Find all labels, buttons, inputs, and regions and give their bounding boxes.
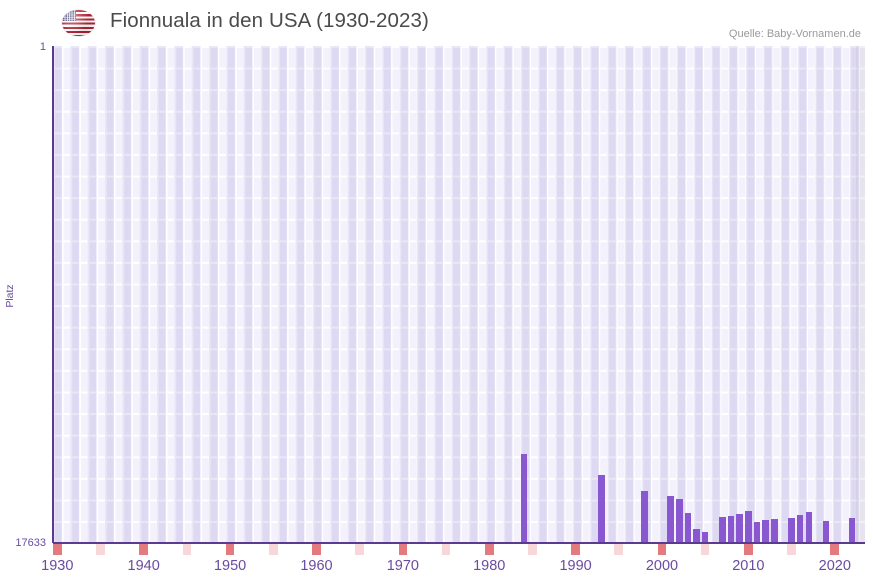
- bar: [598, 475, 605, 543]
- x-axis-tick: [571, 544, 580, 555]
- bar: [667, 496, 674, 543]
- x-axis-tick: [528, 544, 537, 555]
- x-axis-tick: [484, 544, 494, 555]
- x-axis-tick: [441, 544, 451, 555]
- x-axis-label: 1930: [41, 558, 74, 574]
- bar: [641, 491, 648, 543]
- us-flag-icon: [62, 10, 95, 36]
- bar: [727, 516, 735, 543]
- bar: [745, 511, 752, 543]
- x-axis-tick: [700, 544, 710, 555]
- y-axis-bottom-label: 17633: [15, 537, 46, 549]
- x-axis-label: 1940: [127, 558, 160, 574]
- y-axis-top-label: 1: [39, 41, 46, 53]
- x-axis-tick: [614, 544, 624, 555]
- x-axis-label: 1960: [300, 558, 333, 574]
- bar: [771, 519, 778, 543]
- x-axis-tick: [744, 544, 753, 555]
- bar: [762, 520, 769, 543]
- grid-column-bands: [53, 46, 865, 543]
- x-axis-label: 2020: [818, 558, 851, 574]
- x-axis-tick: [830, 544, 840, 555]
- bar: [805, 512, 813, 543]
- x-axis-tick: [355, 544, 364, 555]
- x-axis-label: 1970: [386, 558, 419, 574]
- x-axis-label: 1990: [559, 558, 592, 574]
- x-axis-label: 2000: [645, 558, 679, 574]
- bar: [701, 532, 709, 543]
- x-axis-line: [53, 542, 865, 544]
- page-title: Fionnuala in den USA (1930-2023): [110, 9, 429, 32]
- bar: [675, 499, 683, 543]
- bar: [822, 521, 830, 543]
- x-axis-tick: [96, 544, 105, 555]
- x-axis-tick: [312, 544, 321, 555]
- x-axis-tick: [182, 544, 192, 555]
- source-attribution: Quelle: Baby-Vornamen.de: [728, 28, 861, 40]
- x-axis-labels: 1930 1940 1950 1960 1970 1980 1990 2000 2010 2020: [41, 558, 865, 580]
- bar-series: [53, 46, 865, 543]
- x-axis-tick: [53, 544, 62, 555]
- y-axis-title: Platz: [4, 284, 16, 308]
- chart-header: Fionnuala in den USA (1930-2023) Quelle:…: [0, 0, 873, 44]
- future-shaded-region: [856, 46, 865, 543]
- bar: [753, 522, 761, 543]
- x-axis-label: 2010: [732, 558, 765, 574]
- bar: [848, 518, 856, 543]
- bar: [788, 518, 795, 543]
- x-axis-tick: [225, 544, 235, 555]
- bar: [520, 454, 528, 543]
- x-axis-tick: [139, 544, 148, 555]
- plot-area: [53, 46, 865, 543]
- bar: [719, 517, 726, 543]
- bar: [684, 513, 692, 543]
- x-axis-tick: [787, 544, 796, 555]
- bar: [693, 529, 700, 543]
- x-axis-label: 1950: [213, 558, 247, 574]
- bar: [736, 514, 744, 543]
- x-axis-ticks: [53, 544, 865, 555]
- x-axis-tick: [398, 544, 408, 555]
- x-axis-tick: [657, 544, 667, 555]
- bar: [796, 515, 804, 543]
- x-axis-label: 1980: [473, 558, 506, 574]
- x-axis-tick: [268, 544, 278, 555]
- y-axis-line: [52, 46, 54, 543]
